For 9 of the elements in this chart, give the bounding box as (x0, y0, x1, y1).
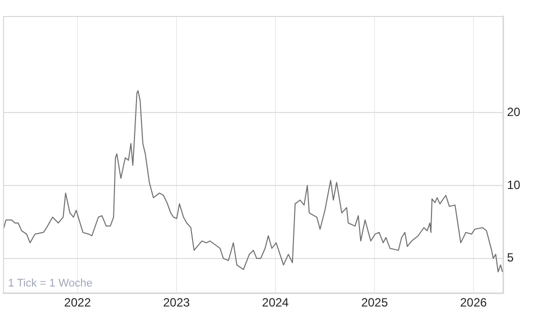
x-tick-label: 2026 (460, 296, 488, 310)
y-tick-label: 5 (507, 250, 514, 265)
y-tick-label: 10 (507, 178, 521, 192)
x-tick-label: 2024 (262, 296, 290, 310)
x-tick-label: 2022 (64, 296, 92, 310)
x-tick-label: 2025 (361, 296, 388, 310)
annotation: 1 Tick = 1 Woche (8, 278, 92, 290)
x-tick-label: 2023 (163, 296, 190, 310)
y-tick-label: 20 (507, 104, 521, 119)
